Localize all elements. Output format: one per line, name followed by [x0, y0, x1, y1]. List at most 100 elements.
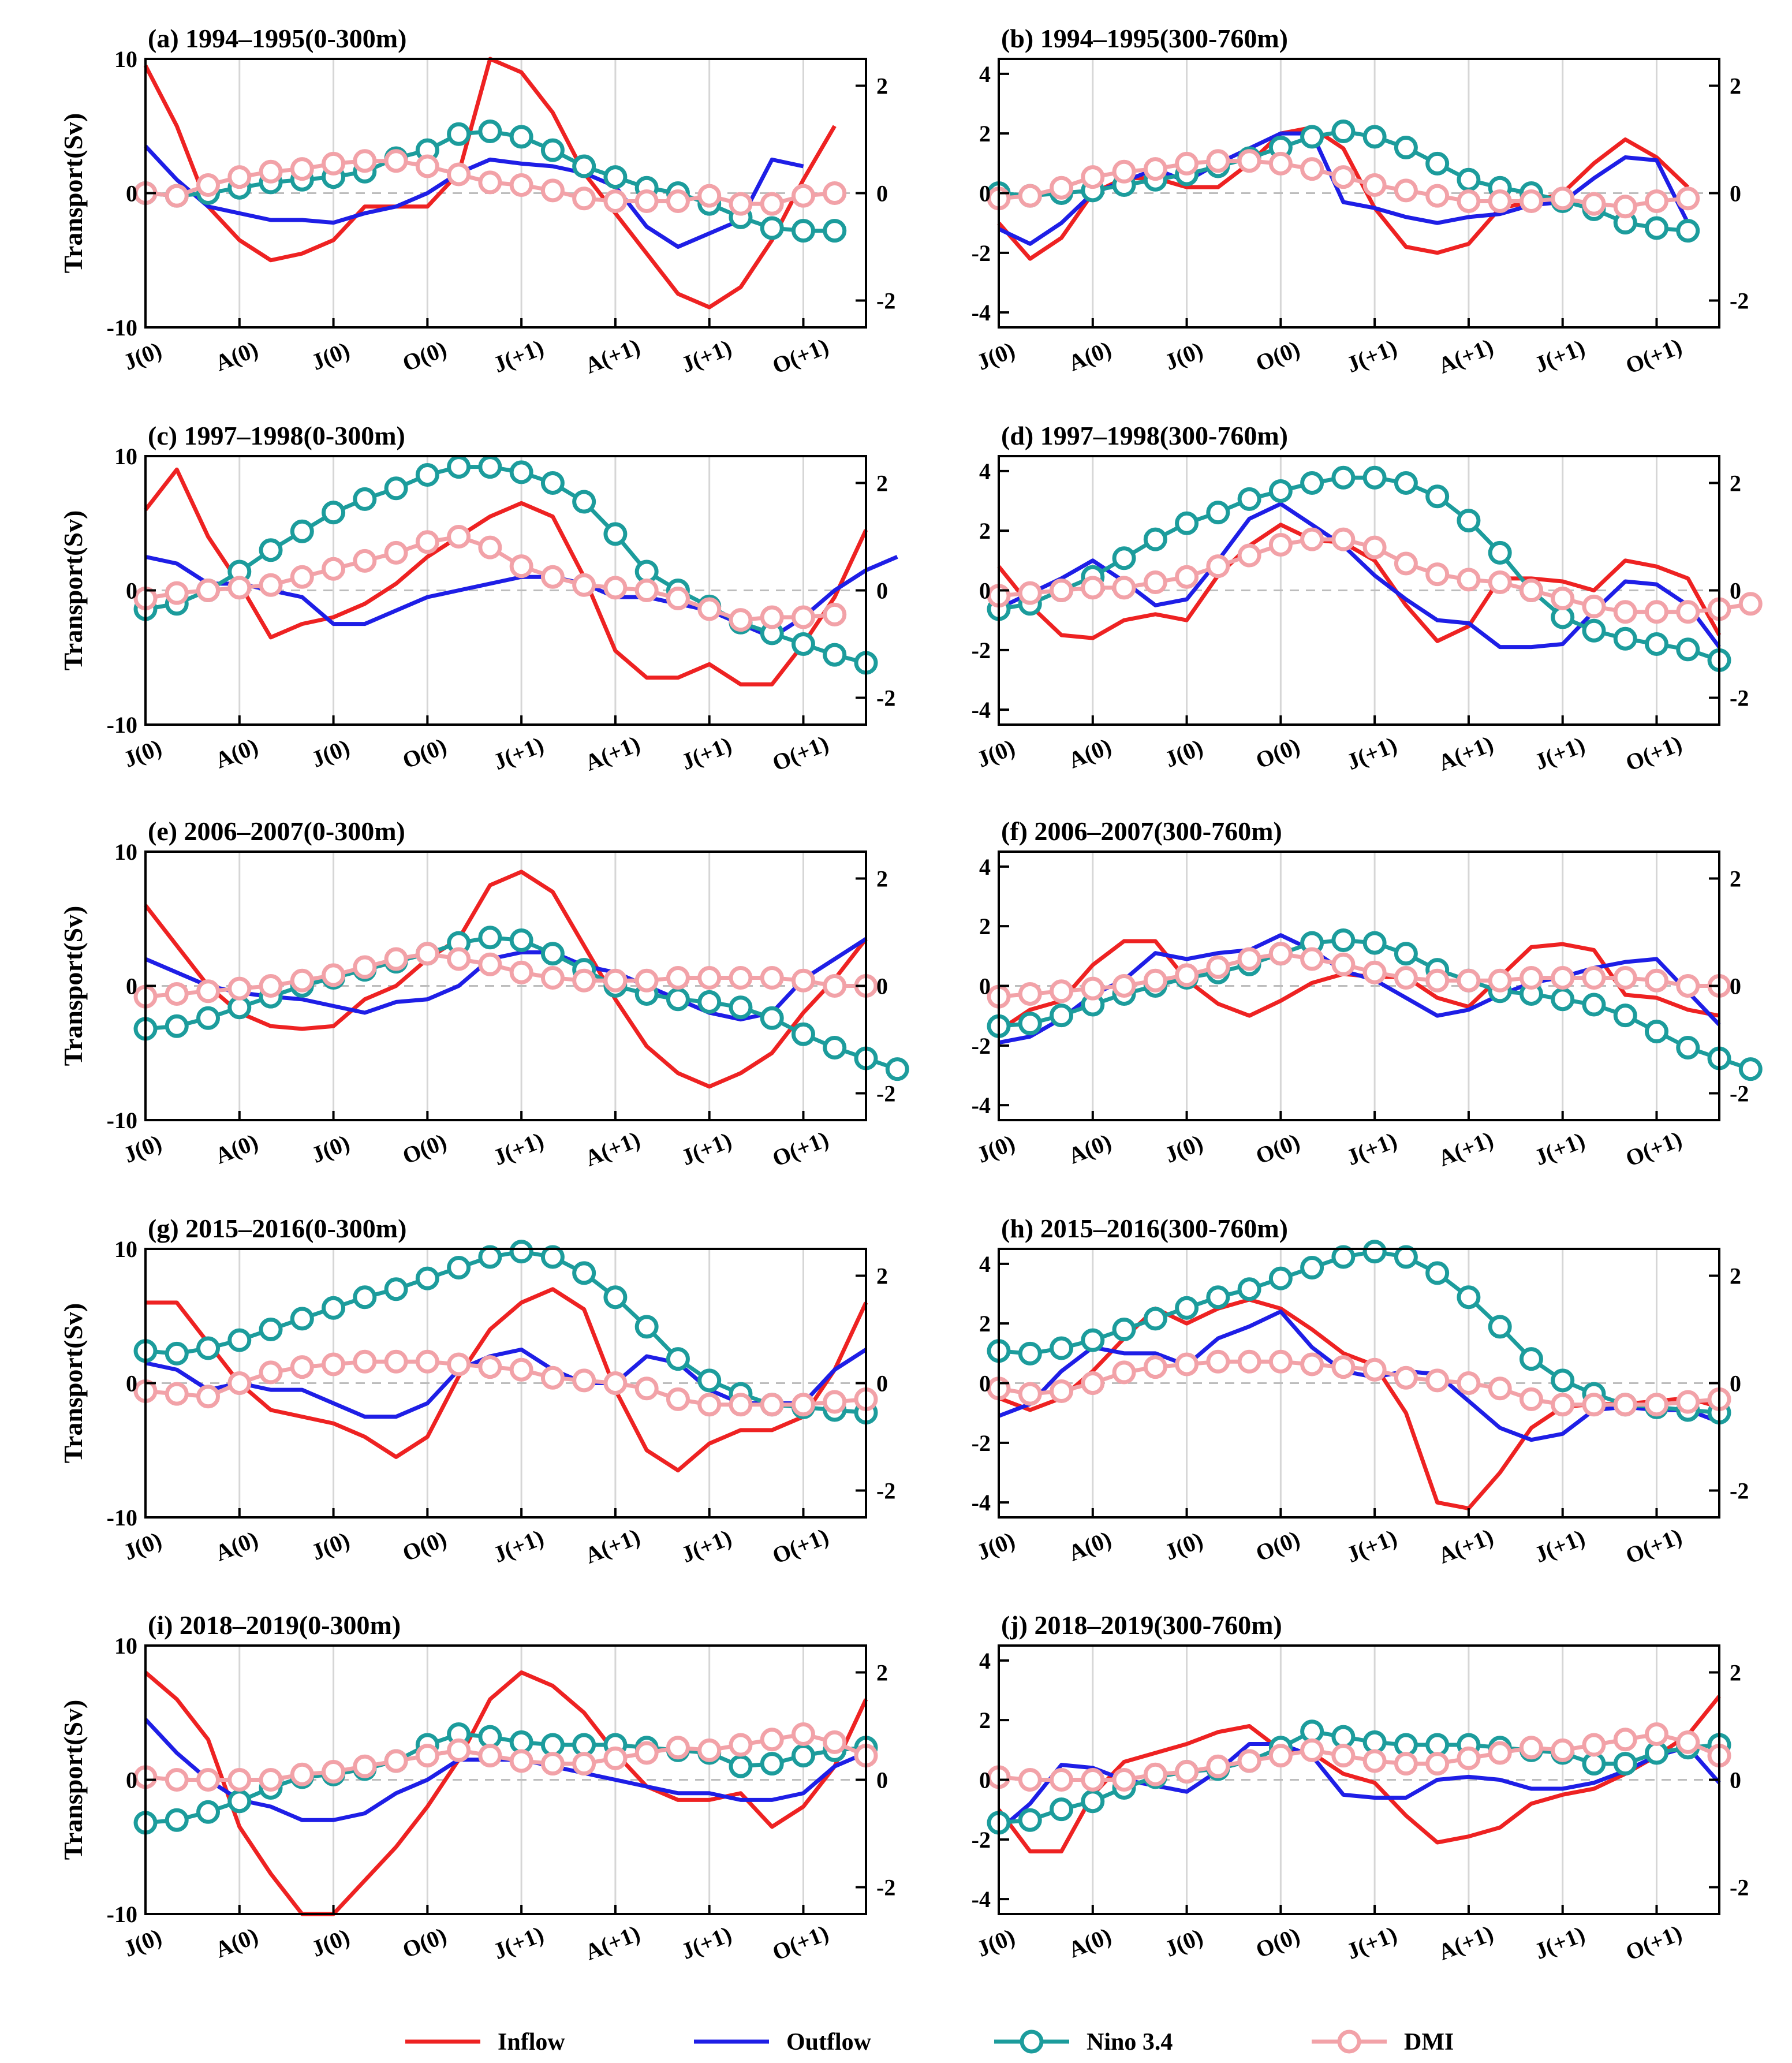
- data-point-nino-3-4: [1300, 1256, 1324, 1280]
- x-tick-label: J(0): [1161, 1527, 1207, 1565]
- data-point-nino-3-4: [572, 1733, 596, 1757]
- data-point-dmi: [290, 157, 314, 181]
- x-tick-label: O(0): [1252, 733, 1304, 774]
- data-point-nino-3-4: [415, 1266, 439, 1290]
- x-tick-label: J(+1): [1531, 1921, 1589, 1964]
- data-point-nino-3-4: [1268, 1266, 1293, 1290]
- data-point-dmi: [1394, 551, 1418, 576]
- x-tick-label: A(+1): [581, 730, 644, 776]
- y-tick-label: -10: [107, 712, 137, 738]
- series-nino-3-4: [133, 455, 878, 675]
- data-point-dmi: [1457, 1371, 1481, 1395]
- data-point-dmi: [384, 1349, 408, 1374]
- data-point-dmi: [1551, 966, 1575, 990]
- series-outflow: [144, 1718, 867, 1822]
- data-point-dmi: [259, 1360, 283, 1385]
- data-point-nino-3-4: [259, 1318, 283, 1341]
- legend-label: Outflow: [786, 2029, 872, 2055]
- panel-title: (g) 2015–2016(0-300m): [148, 1214, 406, 1243]
- x-tick-label: A(+1): [581, 333, 644, 379]
- data-point-dmi: [415, 530, 439, 554]
- data-point-dmi: [1081, 165, 1105, 189]
- data-point-dmi: [415, 1744, 439, 1768]
- data-point-dmi: [1237, 1349, 1261, 1374]
- data-point-dmi: [1206, 955, 1230, 979]
- data-point-nino-3-4: [353, 487, 377, 511]
- legend-item-outflow: Outflow: [694, 2029, 872, 2055]
- data-point-nino-3-4: [760, 1752, 784, 1776]
- y-tick-label: 0: [126, 1371, 137, 1397]
- data-point-nino-3-4: [259, 538, 283, 562]
- data-point-nino-3-4: [447, 1256, 471, 1280]
- x-tick-label: A(0): [211, 733, 262, 773]
- data-point-nino-3-4: [1457, 167, 1481, 192]
- data-point-nino-3-4: [1425, 1261, 1450, 1285]
- y2-tick-label: 2: [1730, 471, 1741, 497]
- data-point-dmi: [540, 565, 565, 589]
- data-point-dmi: [1676, 974, 1700, 998]
- data-point-dmi: [259, 974, 283, 998]
- data-point-dmi: [666, 1736, 690, 1760]
- data-point-dmi: [791, 968, 815, 993]
- data-point-dmi: [447, 1352, 471, 1376]
- data-point-nino-3-4: [1081, 1789, 1105, 1814]
- data-point-dmi: [1331, 1355, 1356, 1379]
- data-point-dmi: [1206, 1754, 1230, 1778]
- x-tick-label: J(0): [308, 1527, 353, 1565]
- series-inflow: [997, 1695, 1721, 1853]
- data-point-dmi: [666, 966, 690, 990]
- data-point-nino-3-4: [634, 1315, 659, 1339]
- data-point-dmi: [1613, 1728, 1637, 1752]
- data-point-dmi: [1551, 1393, 1575, 1417]
- x-tick-label: A(0): [211, 1128, 262, 1169]
- data-point-dmi: [1676, 1390, 1700, 1414]
- data-point-dmi: [1050, 579, 1074, 602]
- data-point-dmi: [1457, 968, 1481, 993]
- data-point-dmi: [666, 586, 690, 610]
- series-line-nino-3-4: [145, 1249, 867, 1415]
- x-tick-label: A(+1): [1435, 1920, 1497, 1965]
- data-point-dmi: [290, 565, 314, 589]
- y2-tick-label: 2: [1730, 866, 1741, 892]
- data-point-nino-3-4: [1676, 1035, 1700, 1060]
- data-point-dmi: [353, 1349, 377, 1374]
- x-tick-label: J(+1): [490, 1127, 547, 1170]
- data-point-nino-3-4: [572, 1261, 596, 1285]
- y2-tick-label: 0: [876, 973, 888, 999]
- legend-label: Nino 3.4: [1087, 2029, 1173, 2055]
- data-point-dmi: [603, 1371, 628, 1395]
- data-point-nino-3-4: [823, 219, 847, 243]
- data-point-dmi: [697, 1393, 722, 1417]
- data-point-dmi: [1300, 1738, 1324, 1762]
- data-point-dmi: [1112, 974, 1136, 998]
- data-point-dmi: [823, 1390, 847, 1414]
- panel-title: (j) 2018–2019(300-760m): [1001, 1610, 1282, 1640]
- data-point-dmi: [1268, 1744, 1293, 1768]
- data-point-dmi: [290, 1762, 314, 1786]
- x-tick-label: J(0): [120, 1923, 166, 1962]
- y-tick-label: 2: [979, 1311, 991, 1337]
- data-point-dmi: [1300, 157, 1324, 181]
- y-tick-label: 2: [979, 121, 991, 147]
- data-point-nino-3-4: [1551, 1368, 1575, 1393]
- data-point-dmi: [384, 149, 408, 173]
- data-point-dmi: [697, 966, 722, 990]
- series-line-inflow: [997, 1695, 1721, 1853]
- data-point-dmi: [729, 192, 753, 216]
- data-point-nino-3-4: [1362, 465, 1387, 490]
- data-point-dmi: [259, 573, 283, 597]
- series-inflow: [997, 523, 1722, 643]
- data-point-nino-3-4: [572, 490, 596, 514]
- data-point-dmi: [1081, 1371, 1105, 1395]
- y-tick-label: 0: [979, 973, 991, 999]
- data-point-dmi: [1488, 968, 1512, 993]
- data-point-dmi: [1613, 966, 1637, 990]
- data-point-dmi: [729, 608, 753, 632]
- data-point-dmi: [259, 1768, 283, 1792]
- y-tick-label: -4: [972, 1092, 991, 1118]
- data-point-dmi: [1644, 189, 1668, 213]
- data-point-nino-3-4: [1300, 471, 1324, 495]
- data-point-nino-3-4: [1425, 484, 1450, 509]
- y-tick-label: 4: [979, 458, 991, 484]
- data-point-nino-3-4: [760, 1006, 784, 1030]
